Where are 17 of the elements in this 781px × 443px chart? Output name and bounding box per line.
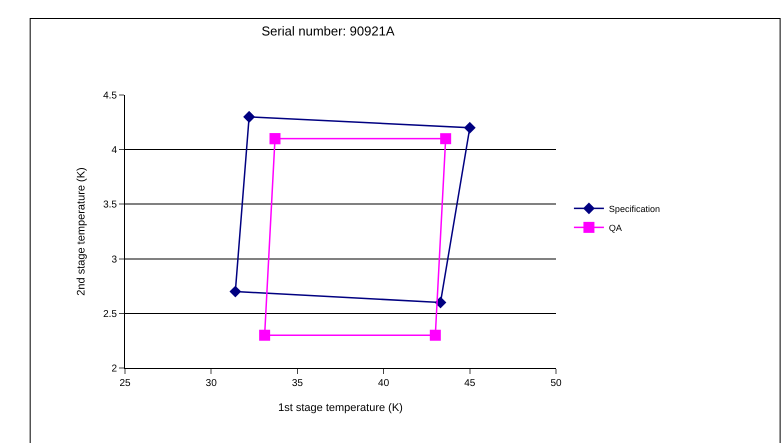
y-tick-label: 2 — [111, 364, 118, 374]
legend-label: QA — [608, 222, 622, 233]
y-tick-label: 3.5 — [103, 200, 118, 211]
legend-label: Specification — [608, 204, 660, 214]
y-tick-label: 4 — [111, 145, 118, 156]
y-tick-label: 2.5 — [103, 308, 118, 320]
x-tick-label: 45 — [464, 378, 476, 389]
x-tick-label: 40 — [378, 378, 390, 389]
chart-title: Serial number: 90921A — [262, 24, 395, 39]
x-tick-label: 35 — [292, 378, 304, 389]
x-tick-label: 50 — [550, 378, 562, 389]
x-tick-label: 30 — [206, 378, 218, 389]
y-tick-label: 3 — [111, 254, 118, 266]
x-tick-label: 25 — [119, 378, 131, 389]
y-tick-label: 4.5 — [103, 90, 118, 102]
x-axis-title: 1st stage temperature (K) — [278, 402, 403, 414]
y-axis-title: 2nd stage temperature (K) — [76, 167, 88, 296]
